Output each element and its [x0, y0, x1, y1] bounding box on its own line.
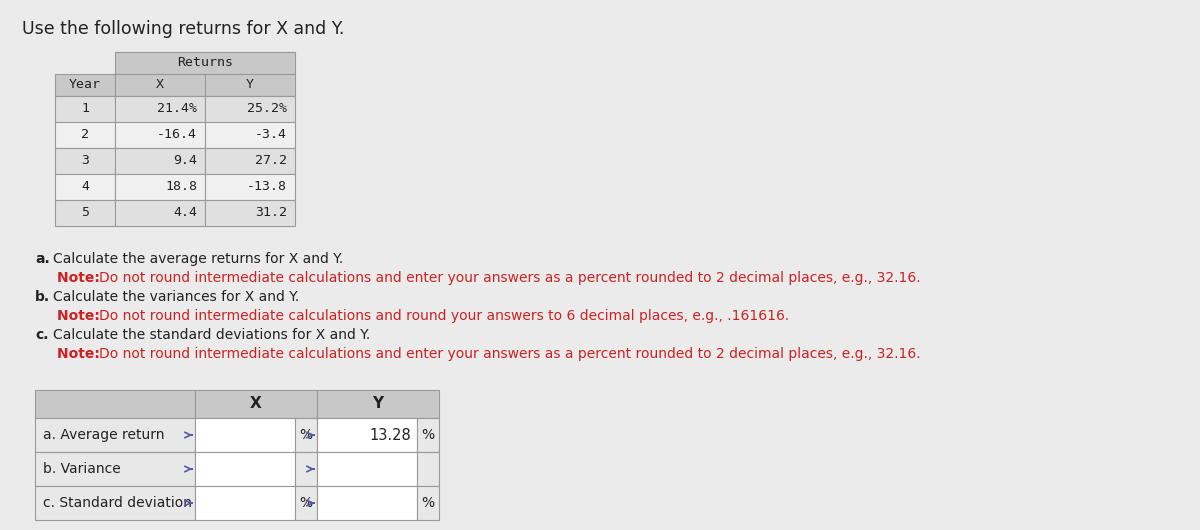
Bar [55, 74, 115, 96]
Text: Note:: Note: [58, 271, 104, 285]
Bar [194, 452, 295, 486]
Text: X: X [156, 78, 164, 92]
Text: Y: Y [372, 396, 384, 411]
Bar [205, 148, 295, 174]
Text: 2: 2 [82, 128, 89, 142]
Text: Note:: Note: [58, 309, 104, 323]
Bar [295, 486, 317, 520]
Text: 27.2: 27.2 [256, 155, 287, 167]
Text: 4.4: 4.4 [173, 207, 197, 219]
Text: 25.2%: 25.2% [247, 102, 287, 116]
Bar [194, 418, 295, 452]
Text: Calculate the standard deviations for X and Y.: Calculate the standard deviations for X … [53, 328, 371, 342]
Bar [115, 148, 205, 174]
Bar [295, 452, 317, 486]
Text: Calculate the variances for X and Y.: Calculate the variances for X and Y. [53, 290, 299, 304]
Text: Returns: Returns [178, 57, 233, 69]
Text: 21.4%: 21.4% [157, 102, 197, 116]
Text: -3.4: -3.4 [256, 128, 287, 142]
Bar [55, 148, 115, 174]
Bar [55, 200, 115, 226]
Bar [205, 200, 295, 226]
Text: %: % [300, 428, 312, 442]
Bar [55, 96, 115, 122]
Text: a. Average return: a. Average return [43, 428, 164, 442]
Bar [194, 486, 295, 520]
Text: 9.4: 9.4 [173, 155, 197, 167]
Text: %: % [421, 428, 434, 442]
Text: a.: a. [35, 252, 49, 266]
Bar [205, 122, 295, 148]
Bar [35, 486, 194, 520]
Text: 18.8: 18.8 [166, 181, 197, 193]
Bar [115, 122, 205, 148]
Bar [35, 390, 194, 418]
Text: X: X [250, 396, 262, 411]
Text: Do not round intermediate calculations and enter your answers as a percent round: Do not round intermediate calculations a… [98, 271, 920, 285]
Text: c.: c. [35, 328, 48, 342]
Text: -13.8: -13.8 [247, 181, 287, 193]
Bar [115, 52, 295, 74]
Text: 1: 1 [82, 102, 89, 116]
Text: Year: Year [70, 78, 101, 92]
Text: 31.2: 31.2 [256, 207, 287, 219]
Bar [295, 418, 317, 452]
Text: Note:: Note: [58, 347, 104, 361]
Bar [55, 174, 115, 200]
Text: 13.28: 13.28 [370, 428, 410, 443]
Bar [115, 96, 205, 122]
Text: Y: Y [246, 78, 254, 92]
Text: b.: b. [35, 290, 50, 304]
Text: %: % [421, 496, 434, 510]
Text: b. Variance: b. Variance [43, 462, 121, 476]
Bar [115, 200, 205, 226]
Bar [317, 452, 418, 486]
Bar [418, 452, 439, 486]
Bar [418, 486, 439, 520]
Bar [194, 390, 317, 418]
Bar [317, 390, 439, 418]
Bar [115, 74, 205, 96]
Bar [55, 122, 115, 148]
Text: %: % [300, 496, 312, 510]
Text: c. Standard deviation: c. Standard deviation [43, 496, 192, 510]
Text: Calculate the average returns for X and Y.: Calculate the average returns for X and … [53, 252, 343, 266]
Text: Use the following returns for X and Y.: Use the following returns for X and Y. [22, 20, 344, 38]
Bar [317, 418, 418, 452]
Text: Do not round intermediate calculations and round your answers to 6 decimal place: Do not round intermediate calculations a… [98, 309, 790, 323]
Bar [205, 74, 295, 96]
Text: 4: 4 [82, 181, 89, 193]
Bar [205, 96, 295, 122]
Bar [35, 452, 194, 486]
Bar [205, 174, 295, 200]
Bar [115, 174, 205, 200]
Bar [35, 418, 194, 452]
Bar [317, 486, 418, 520]
Text: Do not round intermediate calculations and enter your answers as a percent round: Do not round intermediate calculations a… [98, 347, 920, 361]
Text: 3: 3 [82, 155, 89, 167]
Text: 5: 5 [82, 207, 89, 219]
Text: -16.4: -16.4 [157, 128, 197, 142]
Bar [418, 418, 439, 452]
